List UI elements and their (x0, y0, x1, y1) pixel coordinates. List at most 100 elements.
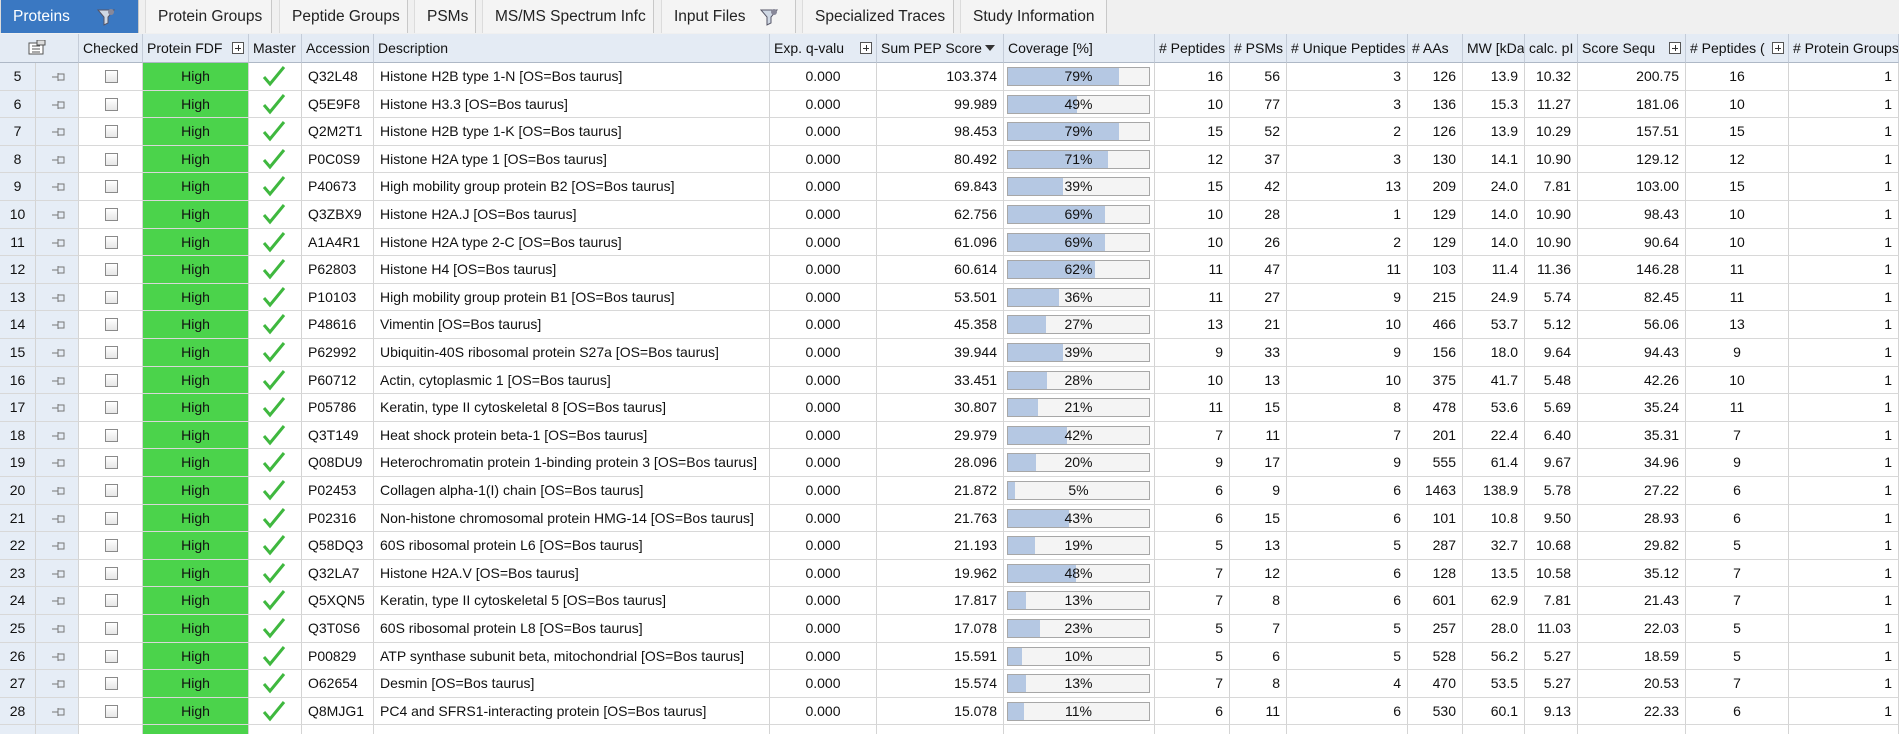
master-check (262, 507, 286, 528)
checkbox[interactable] (105, 97, 118, 111)
data-cell: 10 (1287, 366, 1408, 395)
data-cell: 7 (1686, 670, 1789, 698)
tab[interactable]: Protein Groups (145, 0, 272, 33)
coverage-label: 27% (1064, 316, 1093, 333)
column-header[interactable]: Coverage [%] (1004, 34, 1155, 63)
master-cell (249, 311, 302, 339)
tab[interactable]: Input Files (661, 0, 796, 33)
tab[interactable]: Proteins (0, 0, 139, 33)
column-header[interactable]: calc. pI (1525, 34, 1578, 63)
checked-cell (79, 283, 143, 312)
master-check (262, 618, 286, 639)
data-cell: 0.000 (770, 256, 877, 284)
column-header[interactable]: # PSMs (1230, 34, 1287, 63)
expand-button[interactable] (1669, 42, 1681, 54)
data-cell: 129 (1408, 228, 1463, 257)
tab[interactable]: MS/MS Spectrum Infc (482, 0, 654, 33)
row-pin[interactable] (36, 63, 79, 91)
data-cell: P02453 (302, 477, 374, 505)
row-pin[interactable] (36, 118, 79, 146)
column-header[interactable]: Accession (302, 34, 374, 63)
tab[interactable]: Peptide Groups (279, 0, 408, 33)
checkbox[interactable] (105, 456, 118, 470)
column-header[interactable]: # Peptides ( (1686, 34, 1789, 63)
column-header[interactable]: Score Sequ (1578, 34, 1686, 63)
checkbox[interactable] (105, 373, 118, 387)
checked-cell (79, 173, 143, 201)
checkbox[interactable] (105, 318, 118, 332)
row-pin[interactable] (36, 145, 79, 174)
column-header[interactable]: Master (249, 34, 302, 63)
row-pin[interactable] (36, 228, 79, 257)
tab[interactable]: Study Information (960, 0, 1107, 33)
row-pin[interactable] (36, 421, 79, 450)
row-pin[interactable] (36, 394, 79, 422)
checkbox[interactable] (105, 511, 118, 525)
column-header[interactable]: Sum PEP Score (877, 34, 1004, 63)
checkbox[interactable] (105, 677, 118, 691)
row-pin[interactable] (36, 201, 79, 229)
tab[interactable]: PSMs (414, 0, 476, 33)
checkbox[interactable] (105, 622, 118, 635)
column-header[interactable]: # AAs (1408, 34, 1463, 63)
expand-button[interactable] (1772, 42, 1784, 54)
column-header[interactable]: # Peptides (1155, 34, 1230, 63)
row-pin[interactable] (36, 90, 79, 119)
checkbox[interactable] (105, 566, 118, 580)
checkbox[interactable] (105, 539, 118, 553)
checkbox[interactable] (105, 704, 118, 718)
checkbox[interactable] (105, 180, 118, 194)
checkbox[interactable] (105, 346, 118, 359)
row-pin[interactable] (36, 587, 79, 615)
column-header[interactable]: Checked (79, 34, 143, 63)
checkbox[interactable] (105, 428, 118, 442)
column-header[interactable]: # Unique Peptides (1287, 34, 1408, 63)
data-cell: 14.0 (1463, 201, 1525, 229)
header-label: # PSMs (1234, 40, 1284, 56)
checkbox[interactable] (105, 152, 118, 166)
checkbox[interactable] (105, 125, 118, 139)
checkbox[interactable] (105, 263, 118, 277)
expand-button[interactable] (232, 42, 244, 54)
column-header[interactable]: Protein FDF (143, 34, 249, 63)
row-pin[interactable] (36, 697, 79, 726)
row-pin[interactable] (36, 449, 79, 477)
expand-button[interactable] (860, 42, 872, 54)
row-pin[interactable] (36, 504, 79, 533)
row-pin[interactable] (36, 642, 79, 671)
coverage-cell: 62% (1004, 256, 1155, 284)
data-cell: 69.843 (877, 173, 1004, 201)
checkbox[interactable] (105, 484, 118, 497)
partial-row-cell (1789, 725, 1899, 734)
column-header[interactable]: Description (374, 34, 770, 63)
coverage-bar (1008, 426, 1068, 444)
pin-icon (52, 569, 65, 578)
row-pin[interactable] (36, 477, 79, 505)
tab[interactable]: Specialized Traces (802, 0, 954, 33)
row-pin[interactable] (36, 366, 79, 395)
data-cell: 28.096 (877, 449, 1004, 477)
checkbox[interactable] (105, 208, 118, 221)
column-header[interactable]: # Protein Groups (1789, 34, 1899, 63)
row-pin[interactable] (36, 532, 79, 560)
checkbox[interactable] (105, 649, 118, 663)
row-pin[interactable] (36, 670, 79, 698)
checkbox[interactable] (105, 235, 118, 249)
coverage-bar (1008, 95, 1078, 113)
row-pin[interactable] (36, 615, 79, 643)
coverage-bar-bg: 13% (1007, 591, 1150, 611)
checkbox[interactable] (105, 401, 118, 415)
checkbox[interactable] (105, 70, 118, 83)
row-pin[interactable] (36, 283, 79, 312)
column-header[interactable]: MW [kDa] (1463, 34, 1525, 63)
fdr-cell: High (143, 670, 249, 698)
row-pin[interactable] (36, 256, 79, 284)
row-pin[interactable] (36, 559, 79, 588)
column-header[interactable]: Exp. q-valu (770, 34, 877, 63)
row-pin[interactable] (36, 173, 79, 201)
checkbox[interactable] (105, 290, 118, 304)
row-pin[interactable] (36, 311, 79, 339)
checkbox[interactable] (105, 594, 118, 608)
data-cell: 11 (1686, 283, 1789, 312)
row-pin[interactable] (36, 339, 79, 367)
